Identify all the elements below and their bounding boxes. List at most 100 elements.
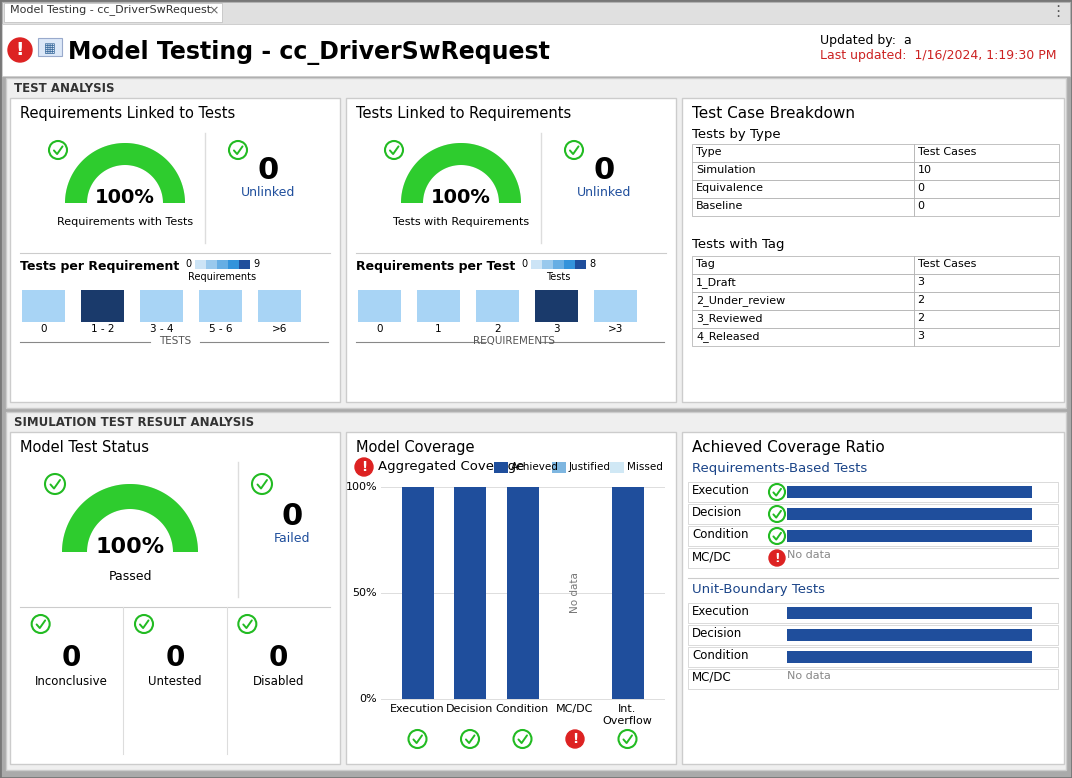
Text: Decision: Decision [446, 704, 494, 714]
Bar [10, 98, 340, 402]
Text: Requirements Linked to Tests: Requirements Linked to Tests [20, 106, 235, 121]
Text: Test Case Breakdown: Test Case Breakdown [693, 106, 855, 121]
Circle shape [769, 528, 785, 544]
Text: 3: 3 [918, 331, 924, 341]
Text: 0: 0 [281, 502, 302, 531]
Bar [682, 432, 1064, 764]
Bar [693, 310, 913, 328]
Bar [199, 290, 242, 322]
Text: 10: 10 [918, 165, 932, 175]
Bar [564, 260, 575, 269]
Circle shape [513, 730, 532, 748]
Circle shape [461, 730, 479, 748]
Text: MC/DC: MC/DC [556, 704, 594, 714]
Bar [688, 625, 1058, 645]
Text: Decision: Decision [693, 506, 742, 519]
Bar [688, 669, 1058, 689]
Polygon shape [65, 143, 185, 203]
Text: 2: 2 [918, 313, 925, 323]
Bar [2, 24, 1070, 76]
Text: Condition: Condition [693, 528, 748, 541]
Text: Disabled: Disabled [253, 675, 304, 688]
Bar [787, 607, 1032, 619]
Text: Requirements per Test: Requirements per Test [356, 260, 516, 273]
Bar [693, 274, 913, 292]
Bar [346, 432, 676, 764]
Text: 0: 0 [522, 259, 528, 269]
Text: Tests with Requirements: Tests with Requirements [393, 217, 530, 227]
Bar [787, 651, 1032, 663]
Circle shape [32, 615, 49, 633]
Text: 0: 0 [257, 156, 279, 185]
Text: Tests by Type: Tests by Type [693, 128, 780, 141]
Bar [693, 162, 913, 180]
Bar [688, 482, 1058, 502]
Text: SIMULATION TEST RESULT ANALYSIS: SIMULATION TEST RESULT ANALYSIS [14, 416, 254, 429]
Text: !: ! [774, 552, 779, 565]
Bar [476, 290, 519, 322]
Bar [913, 198, 1059, 216]
Text: No data: No data [787, 671, 831, 681]
Text: Updated by:  a: Updated by: a [820, 34, 912, 47]
Text: Unlinked: Unlinked [241, 186, 295, 199]
Text: Tag: Tag [696, 259, 715, 268]
Bar [787, 629, 1032, 641]
Text: Execution: Execution [693, 484, 750, 497]
Bar [195, 260, 206, 269]
Circle shape [769, 484, 785, 500]
Bar [693, 256, 913, 274]
Bar [787, 607, 1032, 619]
Polygon shape [62, 484, 198, 552]
Bar [688, 504, 1058, 524]
Text: !: ! [361, 460, 367, 474]
Bar [228, 260, 239, 269]
Circle shape [238, 615, 256, 633]
Text: Tests with Tag: Tests with Tag [693, 238, 785, 251]
Text: !: ! [16, 41, 25, 59]
Text: Baseline: Baseline [696, 201, 743, 211]
Text: Model Test Status: Model Test Status [20, 440, 149, 455]
Bar [553, 260, 564, 269]
Text: 3_Reviewed: 3_Reviewed [696, 313, 762, 324]
Text: ▦: ▦ [44, 42, 56, 55]
Polygon shape [62, 484, 198, 552]
Bar [535, 290, 578, 322]
Bar [913, 328, 1059, 346]
Text: ×: × [209, 4, 220, 17]
Bar [693, 144, 913, 162]
Bar [417, 290, 460, 322]
Text: MC/DC: MC/DC [693, 550, 732, 563]
Text: 3: 3 [553, 324, 560, 334]
Text: Achieved: Achieved [511, 462, 559, 472]
Text: Justified: Justified [569, 462, 611, 472]
Bar [787, 651, 1032, 663]
Bar [693, 292, 913, 310]
Bar [217, 260, 228, 269]
Bar [6, 412, 1066, 770]
Circle shape [45, 474, 65, 494]
Text: 0: 0 [594, 156, 614, 185]
Text: 100%: 100% [345, 482, 377, 492]
Bar [688, 548, 1058, 568]
Bar [402, 487, 433, 699]
Bar [913, 310, 1059, 328]
Circle shape [769, 506, 785, 522]
Text: Model Coverage: Model Coverage [356, 440, 475, 455]
Text: 50%: 50% [353, 588, 377, 598]
Text: Simulation: Simulation [696, 165, 756, 175]
Text: Untested: Untested [148, 675, 202, 688]
Circle shape [135, 615, 153, 633]
Bar [693, 198, 913, 216]
Text: Execution: Execution [693, 605, 750, 618]
Text: Tests Linked to Requirements: Tests Linked to Requirements [356, 106, 571, 121]
Bar [611, 487, 643, 699]
Polygon shape [65, 143, 185, 203]
Bar [38, 38, 62, 56]
Text: Equivalence: Equivalence [696, 183, 764, 193]
Text: Last updated:  1/16/2024, 1:19:30 PM: Last updated: 1/16/2024, 1:19:30 PM [820, 49, 1057, 62]
Text: 3: 3 [918, 277, 924, 287]
Bar [787, 530, 1032, 542]
Circle shape [566, 730, 584, 748]
Text: 0: 0 [376, 324, 383, 334]
Text: 0: 0 [918, 183, 924, 193]
